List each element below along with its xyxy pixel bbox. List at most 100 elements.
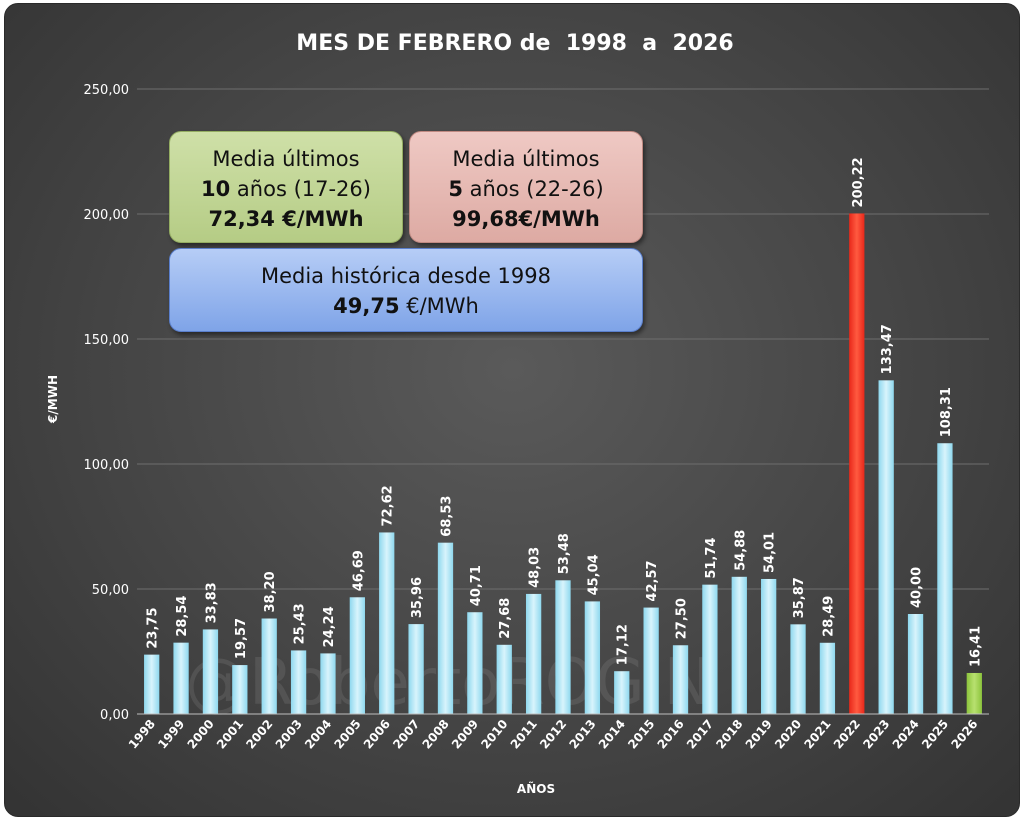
x-tick-2008: 2008 bbox=[420, 717, 452, 752]
data-label-2006: 72,62 bbox=[381, 485, 396, 526]
x-tick-2017: 2017 bbox=[684, 717, 716, 752]
box-10-years-range: años (17-26) bbox=[230, 177, 371, 201]
bar-2008 bbox=[437, 542, 454, 714]
bars bbox=[144, 213, 982, 714]
x-tick-2021: 2021 bbox=[802, 717, 834, 752]
chart-frame: MES DE FEBRERO de 1998 a 2026 @RobertoRO… bbox=[4, 3, 1020, 817]
box-hist-line2: 49,75 €/MWh bbox=[170, 291, 642, 321]
x-tick-1998: 1998 bbox=[126, 717, 158, 752]
data-label-2013: 45,04 bbox=[586, 554, 601, 595]
bar-2025 bbox=[937, 443, 953, 714]
x-tick-2014: 2014 bbox=[596, 717, 628, 752]
bar-2017 bbox=[702, 584, 718, 714]
bar-2002 bbox=[261, 618, 277, 714]
bar-2019 bbox=[761, 578, 777, 714]
x-tick-2004: 2004 bbox=[302, 717, 334, 752]
y-tick-label: 200,00 bbox=[84, 208, 130, 223]
bar-2011 bbox=[525, 593, 542, 714]
data-label-2010: 27,68 bbox=[498, 598, 513, 639]
bar-2020 bbox=[790, 624, 806, 714]
y-tick-label: 0,00 bbox=[100, 708, 129, 723]
bar-2009 bbox=[467, 612, 483, 714]
x-tick-2022: 2022 bbox=[831, 717, 863, 752]
data-labels: 23,75 28,54 33,83 19,57 38,20 25,43 24,24 46,69… bbox=[146, 157, 984, 667]
y-tick-label: 150,00 bbox=[84, 333, 130, 348]
bar-2015 bbox=[643, 607, 659, 714]
x-tick-1999: 1999 bbox=[155, 717, 187, 752]
average-10-years-box: Media últimos 10 años (17-26) 72,34 €/MW… bbox=[169, 131, 403, 243]
data-label-2004: 24,24 bbox=[322, 606, 337, 647]
data-label-2026: 16,41 bbox=[968, 626, 983, 667]
bar-2026 bbox=[966, 672, 982, 714]
y-axis-label: €/MWH bbox=[46, 375, 60, 424]
data-label-2023: 133,47 bbox=[880, 324, 895, 374]
bar-2018 bbox=[731, 576, 747, 714]
box-hist-unit: €/MWh bbox=[399, 294, 479, 318]
box-5-value: 99,68€/MWh bbox=[452, 207, 600, 231]
x-tick-2010: 2010 bbox=[478, 717, 510, 752]
data-label-2021: 28,49 bbox=[821, 596, 836, 637]
box-5-years-count: 5 bbox=[448, 177, 463, 201]
x-tick-2016: 2016 bbox=[655, 717, 687, 752]
historical-average-box: Media histórica desde 1998 49,75 €/MWh bbox=[169, 248, 643, 332]
bar-2012 bbox=[555, 580, 571, 714]
average-5-years-box: Media últimos 5 años (22-26) 99,68€/MWh bbox=[409, 131, 643, 243]
x-tick-2003: 2003 bbox=[273, 717, 305, 752]
bar-chart: MES DE FEBRERO de 1998 a 2026 @RobertoRO… bbox=[46, 31, 989, 796]
x-tick-2026: 2026 bbox=[948, 717, 980, 752]
data-label-2002: 38,20 bbox=[263, 571, 278, 612]
data-label-2019: 54,01 bbox=[763, 532, 778, 573]
x-tick-2006: 2006 bbox=[361, 717, 393, 752]
x-tick-2002: 2002 bbox=[243, 717, 275, 752]
x-tick-2024: 2024 bbox=[890, 717, 922, 752]
x-tick-2013: 2013 bbox=[566, 717, 598, 752]
data-label-1998: 23,75 bbox=[146, 608, 161, 649]
data-label-2015: 42,57 bbox=[645, 560, 660, 601]
box-5-years-range: años (22-26) bbox=[462, 177, 604, 201]
data-label-2018: 54,88 bbox=[733, 530, 748, 571]
data-label-2009: 40,71 bbox=[469, 565, 484, 606]
bar-2014 bbox=[614, 671, 630, 714]
bar-2003 bbox=[290, 650, 307, 714]
box-10-value: 72,34 €/MWh bbox=[208, 207, 364, 231]
x-tick-2025: 2025 bbox=[919, 717, 951, 752]
data-label-2016: 27,50 bbox=[675, 598, 690, 639]
bar-2013 bbox=[584, 601, 601, 714]
x-tick-2001: 2001 bbox=[214, 717, 246, 752]
bar-2010 bbox=[496, 644, 512, 714]
bar-2024 bbox=[907, 614, 924, 714]
bar-2001 bbox=[232, 665, 248, 714]
bar-1999 bbox=[173, 642, 189, 714]
data-label-2024: 40,00 bbox=[910, 567, 925, 608]
bar-2021 bbox=[819, 642, 836, 714]
data-label-2001: 19,57 bbox=[234, 618, 249, 659]
x-tick-2000: 2000 bbox=[185, 717, 217, 752]
data-label-2022: 200,22 bbox=[851, 157, 866, 207]
bar-2023 bbox=[878, 380, 894, 714]
bar-2005 bbox=[349, 597, 365, 714]
x-tick-2019: 2019 bbox=[743, 717, 775, 752]
box-5-line2: 5 años (22-26) bbox=[410, 174, 642, 204]
bar-2004 bbox=[320, 653, 336, 714]
box-10-line2: 10 años (17-26) bbox=[170, 174, 402, 204]
y-tick-label: 50,00 bbox=[92, 583, 129, 598]
x-tick-2007: 2007 bbox=[390, 717, 422, 752]
data-label-2017: 51,74 bbox=[704, 538, 719, 579]
data-label-2000: 33,83 bbox=[204, 582, 219, 623]
x-axis-label: AÑOS bbox=[517, 781, 555, 796]
bar-2016 bbox=[672, 645, 689, 714]
data-label-2025: 108,31 bbox=[939, 387, 954, 437]
data-label-2005: 46,69 bbox=[351, 550, 366, 591]
x-tick-2020: 2020 bbox=[772, 717, 804, 752]
data-label-2014: 17,12 bbox=[616, 624, 631, 665]
box-5-line1: Media últimos bbox=[452, 147, 600, 171]
bar-2006 bbox=[379, 532, 395, 714]
bar-2007 bbox=[408, 624, 424, 714]
x-tick-2023: 2023 bbox=[860, 717, 892, 752]
data-label-2008: 68,53 bbox=[439, 496, 454, 537]
box-hist-line1: Media histórica desde 1998 bbox=[260, 264, 552, 288]
x-axis-ticks: 1998199920002001200220032004200520062007… bbox=[126, 717, 981, 752]
bar-2022 bbox=[849, 213, 865, 714]
data-label-2012: 53,48 bbox=[557, 533, 572, 574]
x-tick-2015: 2015 bbox=[625, 717, 657, 752]
